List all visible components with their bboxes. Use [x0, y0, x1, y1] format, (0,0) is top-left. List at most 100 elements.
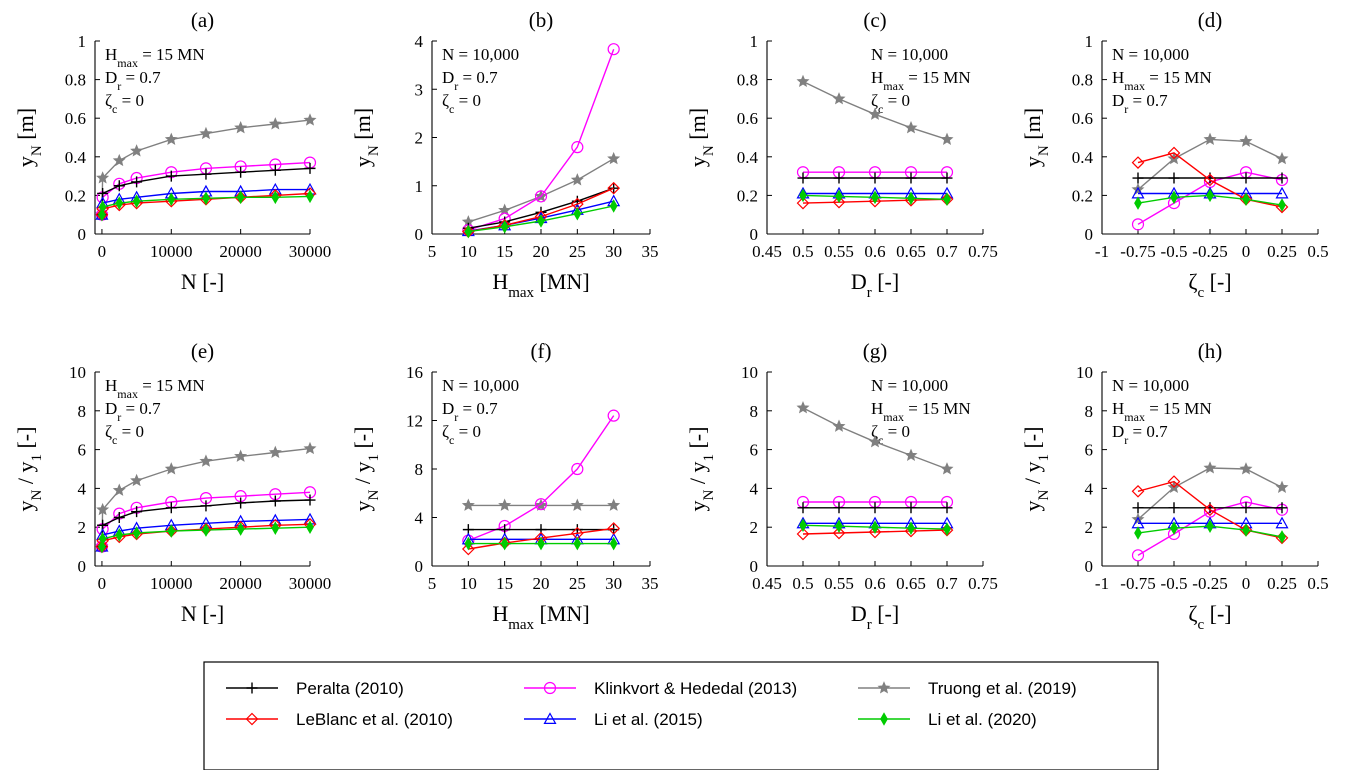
data-point — [537, 536, 545, 551]
panel-annotation: N = 10,000 — [1112, 45, 1189, 64]
y-tick-label: 12 — [406, 412, 423, 431]
series-group — [461, 409, 621, 556]
data-point — [607, 181, 621, 195]
y-tick-label: 6 — [1085, 441, 1094, 460]
y-tick-label: 0 — [78, 557, 87, 576]
data-point — [498, 498, 512, 511]
y-tick-label: 0.2 — [65, 186, 86, 205]
x-axis-label: Hmax [MN] — [492, 601, 589, 633]
data-point — [943, 522, 951, 536]
x-tick-label: -0.5 — [1161, 574, 1188, 593]
data-point — [131, 176, 143, 188]
data-point — [200, 168, 212, 180]
data-point — [1239, 134, 1253, 147]
x-axis-label: ζc [-] — [1188, 601, 1231, 633]
panel-e: (e) 0 2 4 6 8 10 0 10000 20000 30000 N [-] yN / y1 [… — [13, 339, 331, 626]
series-klinkvort-hededal-2013 — [95, 156, 317, 221]
y-tick-label: 1 — [415, 177, 424, 196]
x-axis-label: Hmax [MN] — [492, 269, 589, 301]
data-point — [941, 502, 953, 514]
series-peralta-2010 — [462, 524, 620, 536]
data-point — [269, 164, 281, 176]
y-axis-label: yN / y1 [-] — [1020, 427, 1052, 512]
panel-title: (c) — [863, 8, 886, 32]
data-point — [1203, 503, 1217, 517]
data-point — [1242, 192, 1250, 207]
data-point — [96, 502, 110, 516]
data-point — [1242, 523, 1250, 537]
data-point — [234, 121, 248, 134]
data-point — [165, 502, 177, 514]
data-point — [1134, 526, 1142, 540]
x-tick-label: 0.55 — [824, 242, 854, 261]
data-point — [904, 524, 918, 538]
x-tick-label: 30000 — [289, 242, 332, 261]
data-point — [1132, 172, 1144, 184]
panel-annotation: Hmax = 15 MN — [1112, 68, 1212, 93]
data-point — [832, 526, 846, 540]
data-point — [871, 520, 879, 534]
panel-title: (h) — [1198, 339, 1223, 363]
data-point — [832, 92, 846, 105]
data-point — [200, 500, 212, 512]
x-tick-label: 30 — [605, 574, 622, 593]
legend-marker — [246, 682, 258, 694]
panel-annotation: N = 10,000 — [871, 45, 948, 64]
y-tick-label: 10 — [741, 363, 758, 382]
panel-b: (b) 0 1 2 3 4 5 10 15 20 25 30 35 Hmax [MN] yN [m] N = … — [350, 8, 659, 301]
data-point — [113, 180, 125, 192]
data-point — [1168, 502, 1180, 514]
data-point — [907, 521, 915, 535]
data-point — [199, 454, 213, 467]
legend: Peralta (2010) Klinkvort & Hededal (2013)… — [203, 661, 1159, 770]
series-peralta-2010 — [1132, 172, 1288, 184]
y-tick-label: 1 — [750, 32, 759, 51]
data-point — [573, 206, 582, 221]
data-point — [905, 172, 917, 184]
panel-title: (d) — [1198, 8, 1223, 32]
x-tick-label: 10000 — [150, 242, 193, 261]
series-li-et-al-2020 — [1134, 519, 1286, 544]
y-axis-label: yN [m] — [685, 108, 717, 167]
data-point — [1131, 549, 1145, 562]
data-point — [1278, 530, 1286, 544]
data-point — [907, 191, 915, 206]
y-tick-label: 0.4 — [65, 148, 87, 167]
panel-title: (g) — [863, 339, 888, 363]
x-tick-label: 0.6 — [864, 242, 885, 261]
x-tick-label: 20 — [533, 574, 550, 593]
panel-annotation: Hmax = 15 MN — [871, 68, 971, 93]
y-tick-label: 0.4 — [1072, 148, 1094, 167]
y-tick-label: 2 — [750, 518, 759, 537]
data-point — [609, 199, 618, 213]
x-tick-label: 10 — [460, 242, 477, 261]
legend-entry: Peralta (2010) — [226, 679, 404, 698]
data-point — [98, 200, 107, 214]
series-peralta-2010 — [797, 502, 953, 514]
x-tick-label: 0.55 — [824, 574, 854, 593]
x-tick-label: 0.5 — [1307, 574, 1328, 593]
data-point — [167, 192, 176, 207]
series-peralta-2010 — [1132, 502, 1288, 514]
data-point — [534, 190, 548, 203]
y-tick-label: 6 — [78, 441, 87, 460]
series-group — [461, 43, 621, 239]
data-point — [904, 448, 918, 461]
data-point — [112, 153, 126, 167]
x-tick-label: 0.65 — [896, 242, 926, 261]
data-point — [164, 132, 178, 145]
data-point — [464, 536, 473, 551]
data-point — [115, 528, 124, 542]
legend-entry: Li et al. (2015) — [524, 710, 703, 729]
data-point — [570, 173, 584, 186]
x-axis-label: ζc [-] — [1188, 269, 1231, 301]
y-tick-label: 0 — [415, 225, 424, 244]
x-axis-label: N [-] — [181, 601, 224, 626]
legend-label: Li et al. (2015) — [594, 710, 703, 729]
panel-c: (c) 0 0.2 0.4 0.6 0.8 1 0.45 0.5 0.55 0.6 0.65 0.7 0.… — [685, 8, 998, 301]
panel-annotation: Dr = 0.7 — [105, 68, 161, 93]
y-tick-label: 3 — [415, 80, 424, 99]
x-tick-label: 0.5 — [1307, 242, 1328, 261]
x-axis-label: Dr [-] — [851, 269, 899, 301]
